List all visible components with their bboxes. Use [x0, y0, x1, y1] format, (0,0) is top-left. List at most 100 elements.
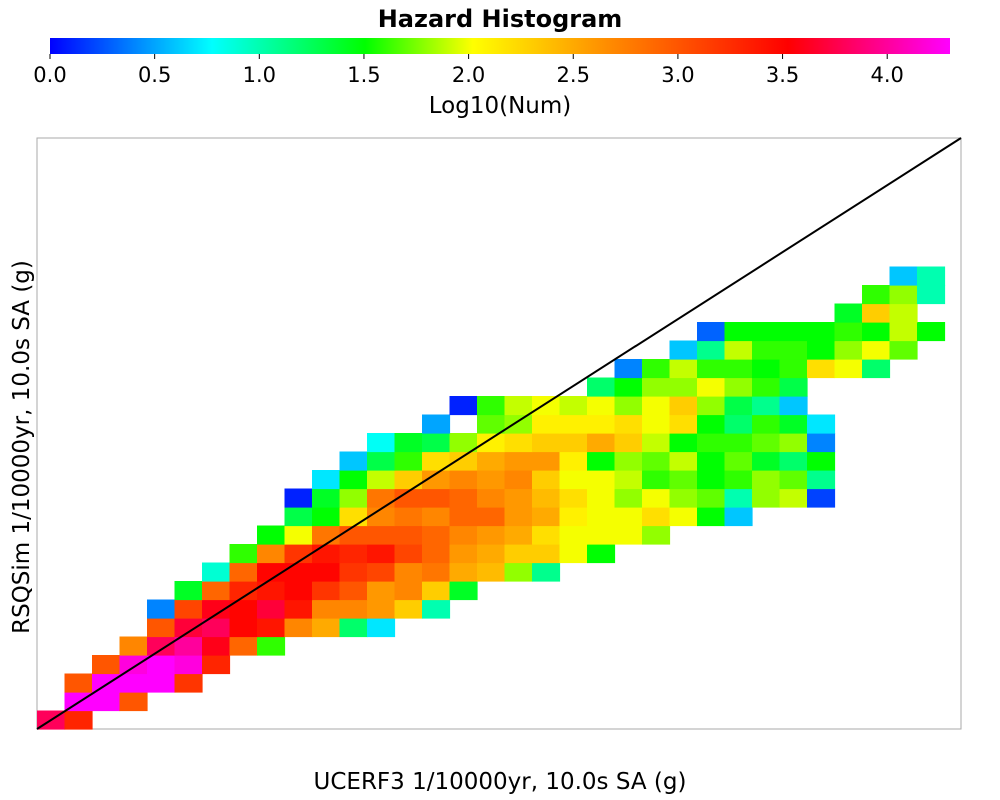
heatmap-cell [202, 599, 231, 619]
heatmap-cell [229, 599, 258, 619]
heatmap-cell [339, 562, 368, 582]
heatmap-cell [834, 359, 863, 379]
heatmap-cell [367, 599, 396, 619]
heatmap-cell [504, 544, 533, 564]
heatmap-cell [559, 451, 588, 471]
colorbar-tick-label: 3.0 [661, 63, 694, 87]
heatmap-cell [449, 451, 478, 471]
heatmap-cell [642, 414, 671, 434]
heatmap-cell [917, 285, 946, 305]
heatmap-cell [477, 396, 506, 416]
heatmap-cell [807, 359, 836, 379]
heatmap-cell [257, 525, 286, 545]
heatmap-cell [559, 414, 588, 434]
heatmap-cell [862, 359, 891, 379]
heatmap-cell [779, 359, 808, 379]
heatmap-cell [697, 507, 726, 527]
heatmap-cell [614, 488, 643, 508]
heatmap-cell [312, 618, 341, 638]
heatmap-cell [834, 340, 863, 360]
heatmap-cell [669, 433, 698, 453]
heatmap-cell [752, 414, 781, 434]
x-axis-label: UCERF3 1/10000yr, 10.0s SA (g) [314, 769, 687, 795]
heatmap-cell [779, 340, 808, 360]
heatmap-cell [339, 599, 368, 619]
heatmap-cell [477, 507, 506, 527]
heatmap-cell [697, 396, 726, 416]
heatmap-cell [312, 507, 341, 527]
heatmap-cell [532, 525, 561, 545]
heatmap-cell [394, 562, 423, 582]
heatmap-cell [807, 488, 836, 508]
heatmap-cell [504, 488, 533, 508]
heatmap-cell [422, 544, 451, 564]
heatmap-cell [807, 322, 836, 342]
heatmap-cell [532, 414, 561, 434]
heatmap-cell [752, 451, 781, 471]
heatmap-cell [559, 470, 588, 490]
heatmap-cell [174, 655, 203, 675]
heatmap-cell [422, 581, 451, 601]
heatmap-cell [669, 451, 698, 471]
heatmap-cell [779, 377, 808, 397]
heatmap-cell [339, 488, 368, 508]
heatmap-cell [367, 562, 396, 582]
heatmap-cell [697, 433, 726, 453]
heatmap-cell [449, 470, 478, 490]
colorbar-tick-label: 4.0 [871, 63, 904, 87]
heatmap-cell [367, 507, 396, 527]
heatmap-cell [174, 636, 203, 656]
heatmap-cell [229, 581, 258, 601]
heatmap-cell [642, 377, 671, 397]
heatmap-cell [807, 414, 836, 434]
heatmap-cell [587, 377, 616, 397]
heatmap-cell [752, 340, 781, 360]
heatmap-cell [532, 451, 561, 471]
heatmap-cell [312, 470, 341, 490]
heatmap-cell [394, 507, 423, 527]
heatmap-cell [504, 507, 533, 527]
heatmap-cell [394, 488, 423, 508]
heatmap-cell [779, 451, 808, 471]
heatmap-cell [504, 451, 533, 471]
heatmap-cell [504, 525, 533, 545]
heatmap-cell [257, 599, 286, 619]
heatmap-cell [697, 414, 726, 434]
heatmap-cell [504, 414, 533, 434]
heatmap-cell [807, 433, 836, 453]
heatmap-cell [724, 470, 753, 490]
heatmap-cell [642, 359, 671, 379]
heatmap-cell [339, 618, 368, 638]
heatmap-cell [917, 266, 946, 286]
heatmap-cell [642, 488, 671, 508]
heatmap-cell [559, 396, 588, 416]
heatmap-cell [559, 488, 588, 508]
heatmap-cell [752, 488, 781, 508]
heatmap-cell [394, 433, 423, 453]
heatmap-cell [587, 396, 616, 416]
heatmap-cell [229, 636, 258, 656]
heatmap-cell [147, 599, 176, 619]
heatmap-cell [422, 414, 451, 434]
heatmap-cell [147, 618, 176, 638]
heatmap-cell [449, 581, 478, 601]
heatmap-cell [862, 322, 891, 342]
heatmap-cell [257, 636, 286, 656]
heatmap-cell [422, 562, 451, 582]
heatmap-cell [477, 433, 506, 453]
heatmap-cell [614, 359, 643, 379]
heatmap-cell [422, 488, 451, 508]
colorbar-tick-label: 0.5 [138, 63, 171, 87]
heatmap-cell [669, 470, 698, 490]
colorbar-tick-label: 1.5 [347, 63, 380, 87]
heatmap-cell [697, 377, 726, 397]
heatmap-cell [257, 562, 286, 582]
heatmap-cell [724, 507, 753, 527]
heatmap-cell [202, 618, 231, 638]
heatmap-cell [422, 451, 451, 471]
heatmap-cell [229, 562, 258, 582]
heatmap-cell [587, 525, 616, 545]
heatmap-cell [642, 507, 671, 527]
heatmap-cell [394, 525, 423, 545]
